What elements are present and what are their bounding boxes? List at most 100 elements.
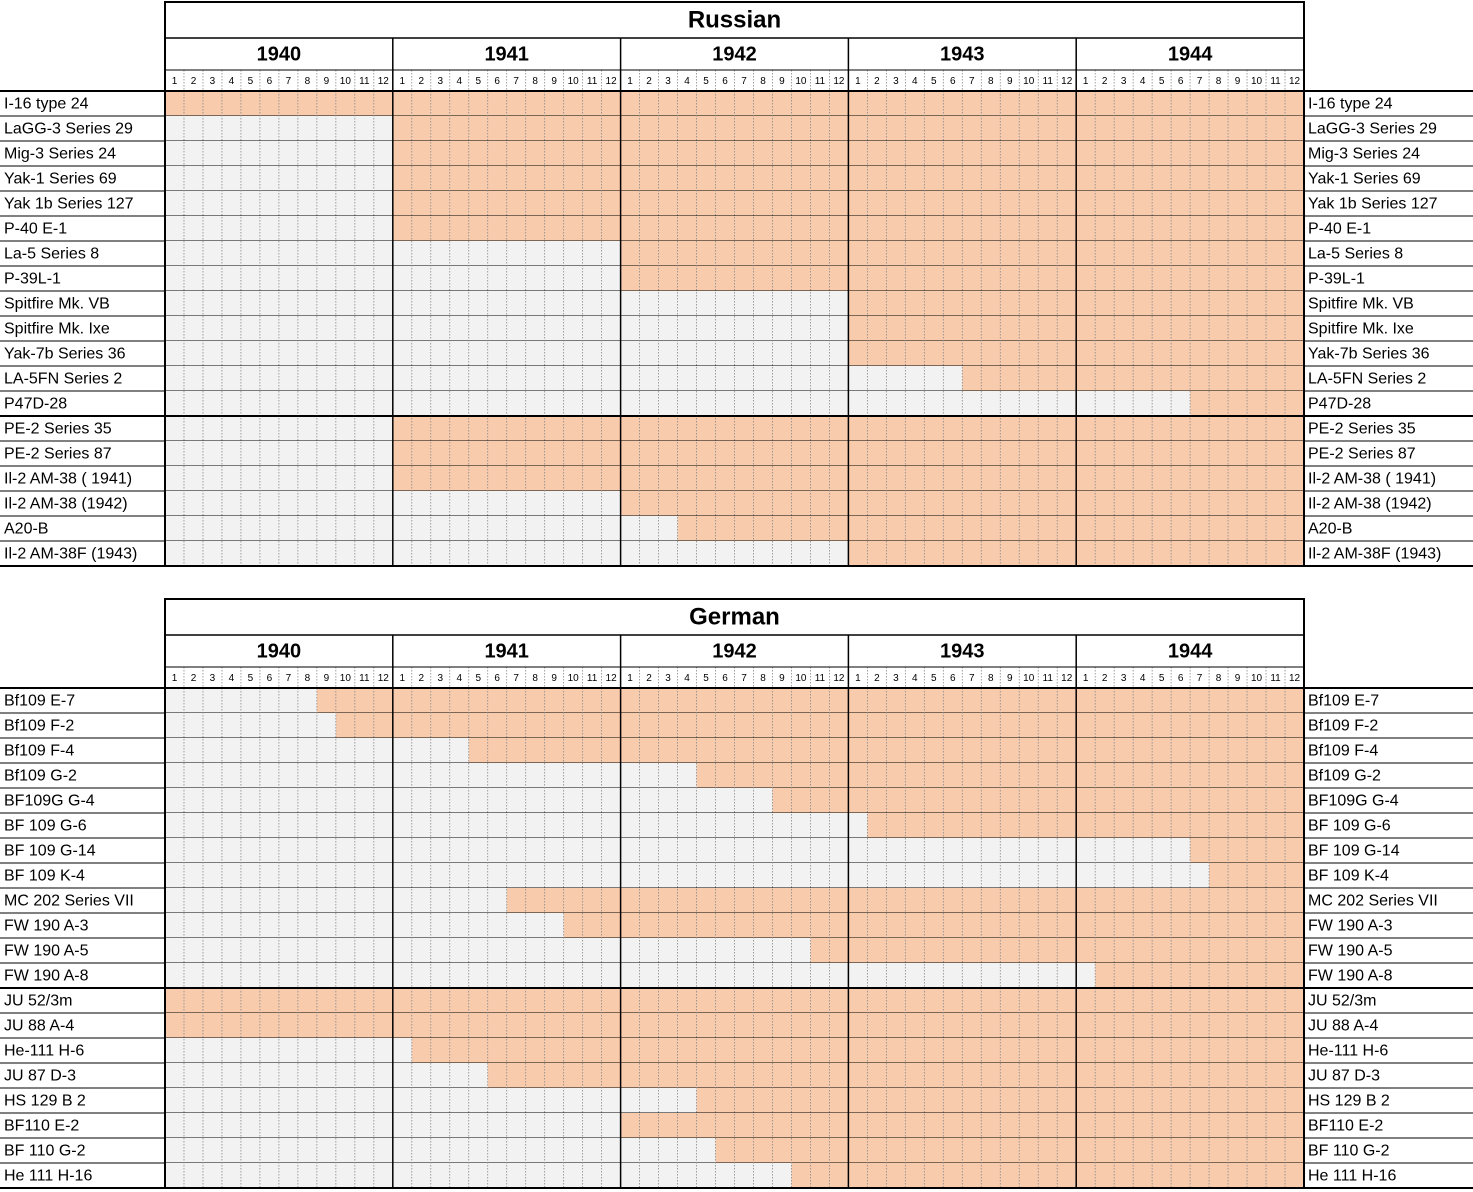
month-label: 2 — [1102, 673, 1108, 684]
row-label-right: Yak 1b Series 127 — [1308, 196, 1438, 213]
row-label-right: BF 109 G-14 — [1308, 843, 1400, 860]
row-label: BF 109 K-4 — [4, 868, 85, 885]
month-label: 8 — [532, 76, 538, 87]
month-label: 7 — [969, 673, 975, 684]
month-label: 11 — [1270, 673, 1281, 684]
month-label: 2 — [874, 76, 880, 87]
month-label: 2 — [191, 673, 197, 684]
availability-bar — [506, 888, 1304, 913]
row-label-right: FW 190 A-3 — [1308, 918, 1393, 935]
month-label: 3 — [893, 673, 899, 684]
month-label: 2 — [191, 76, 197, 87]
row-label-right: FW 190 A-5 — [1308, 943, 1393, 960]
month-label: 6 — [722, 673, 728, 684]
availability-bar — [487, 1063, 1304, 1088]
row-label-right: BF 110 G-2 — [1308, 1143, 1390, 1160]
row-label-right: Bf109 G-2 — [1308, 768, 1381, 785]
row-label-right: I-16 type 24 — [1308, 96, 1393, 113]
month-label: 5 — [931, 76, 937, 87]
section-border — [164, 1, 1305, 567]
month-label: 6 — [722, 76, 728, 87]
month-label: 10 — [1023, 673, 1035, 684]
month-label: 7 — [286, 76, 292, 87]
month-label: 3 — [437, 76, 443, 87]
row-label: JU 52/3m — [4, 993, 72, 1010]
year-label: 1941 — [484, 640, 529, 662]
month-label: 11 — [359, 673, 370, 684]
month-label: 7 — [969, 76, 975, 87]
availability-bar — [677, 516, 1304, 541]
month-label: 10 — [1251, 76, 1263, 87]
month-label: 7 — [513, 76, 519, 87]
month-label: 2 — [646, 76, 652, 87]
row-label-right: PE-2 Series 35 — [1308, 421, 1416, 438]
row-label: Yak-1 Series 69 — [4, 171, 117, 188]
row-label-right: LA-5FN Series 2 — [1308, 371, 1426, 388]
row-label-right: P47D-28 — [1308, 396, 1371, 413]
month-label: 3 — [210, 76, 216, 87]
month-label: 2 — [1102, 76, 1108, 87]
row-label-right: JU 87 D-3 — [1308, 1068, 1380, 1085]
year-label: 1942 — [712, 43, 757, 65]
year-label: 1940 — [257, 640, 302, 662]
month-label: 11 — [1270, 76, 1281, 87]
month-label: 7 — [1197, 76, 1203, 87]
year-label: 1943 — [940, 43, 985, 65]
month-label: 12 — [833, 76, 845, 87]
row-label-right: He 111 H-16 — [1308, 1168, 1396, 1185]
month-label: 9 — [1007, 673, 1013, 684]
year-label: 1944 — [1168, 43, 1213, 65]
month-label: 9 — [324, 673, 330, 684]
month-label: 12 — [606, 673, 618, 684]
month-label: 6 — [1178, 76, 1184, 87]
row-label: P-39L-1 — [4, 271, 61, 288]
month-label: 2 — [418, 76, 424, 87]
row-label-right: PE-2 Series 87 — [1308, 446, 1416, 463]
row-label-right: Spitfire Mk. VB — [1308, 296, 1414, 313]
month-label: 9 — [324, 76, 330, 87]
month-label: 6 — [1178, 673, 1184, 684]
row-label-right: Yak-1 Series 69 — [1308, 171, 1421, 188]
row-label: La-5 Series 8 — [4, 246, 99, 263]
month-label: 9 — [551, 76, 557, 87]
month-label: 10 — [1023, 76, 1035, 87]
month-label: 8 — [305, 76, 311, 87]
row-label: Yak-7b Series 36 — [4, 346, 126, 363]
row-label-right: Il-2 AM-38 ( 1941) — [1308, 471, 1436, 488]
section-border — [164, 598, 1305, 1189]
row-label-right: Yak-7b Series 36 — [1308, 346, 1430, 363]
month-label: 5 — [703, 673, 709, 684]
month-label: 5 — [248, 76, 254, 87]
month-label: 9 — [1235, 673, 1241, 684]
month-label: 8 — [1216, 76, 1222, 87]
month-label: 1 — [400, 673, 406, 684]
month-label: 4 — [456, 673, 462, 684]
month-label: 9 — [779, 673, 785, 684]
row-label-right: Bf109 F-2 — [1308, 718, 1378, 735]
month-label: 3 — [437, 673, 443, 684]
month-label: 11 — [1043, 76, 1054, 87]
month-label: 10 — [340, 76, 352, 87]
month-label: 1 — [627, 673, 633, 684]
month-label: 1 — [400, 76, 406, 87]
month-label: 1 — [172, 673, 178, 684]
month-label: 3 — [665, 673, 671, 684]
availability-bar — [563, 913, 1304, 938]
month-label: 12 — [1289, 76, 1301, 87]
month-label: 6 — [950, 76, 956, 87]
row-label-right: Il-2 AM-38F (1943) — [1308, 546, 1441, 563]
month-label: 3 — [893, 76, 899, 87]
row-label: LaGG-3 Series 29 — [4, 121, 133, 138]
month-label: 4 — [229, 673, 235, 684]
availability-bar — [335, 713, 1305, 738]
row-label-right: Mig-3 Series 24 — [1308, 146, 1420, 163]
row-label: FW 190 A-5 — [4, 943, 89, 960]
row-label-right: Bf109 F-4 — [1308, 743, 1378, 760]
availability-bar — [468, 738, 1304, 763]
month-label: 8 — [1216, 673, 1222, 684]
month-label: 1 — [172, 76, 178, 87]
row-label: PE-2 Series 87 — [4, 446, 112, 463]
month-label: 1 — [855, 76, 861, 87]
month-label: 3 — [210, 673, 216, 684]
month-label: 10 — [795, 673, 807, 684]
